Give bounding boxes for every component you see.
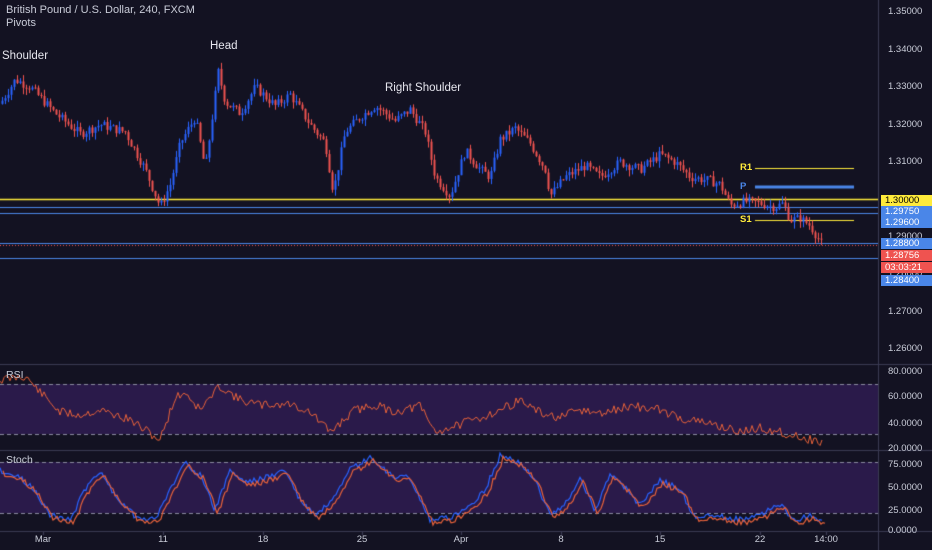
level-badge-1-28400: 1.28400	[881, 275, 932, 286]
price-tick: 1.28000	[888, 268, 923, 279]
rsi-tick: 80.0000	[888, 366, 923, 377]
bar-countdown-badge: 03:03:21	[881, 262, 932, 273]
price-tick: 1.35000	[888, 6, 923, 17]
time-tick: 11	[158, 534, 168, 545]
symbol-title[interactable]: British Pound / U.S. Dollar, 240, FXCM	[6, 4, 195, 16]
price-tick: 1.26000	[888, 343, 923, 354]
chart-header: British Pound / U.S. Dollar, 240, FXCM P…	[6, 4, 195, 30]
level-badge-1-28800: 1.28800	[881, 238, 932, 249]
rsi-tick: 20.0000	[888, 443, 923, 454]
price-tick: 1.32000	[888, 119, 923, 130]
annotation-shoulder[interactable]: Shoulder	[2, 50, 49, 62]
time-tick: Apr	[453, 534, 469, 545]
rsi-tick: 40.0000	[888, 418, 923, 429]
pivot-s1-label: S1	[740, 214, 752, 225]
pivot-r1-label: R1	[740, 162, 753, 173]
level-badge-1-29600: 1.29600	[881, 217, 932, 228]
time-tick: 18	[257, 534, 269, 545]
stoch-tick: 50.0000	[888, 482, 923, 493]
stoch-tick: 75.0000	[888, 459, 923, 470]
rsi-tick: 60.0000	[888, 391, 923, 402]
time-tick: 15	[654, 534, 666, 545]
indicator-name[interactable]: Pivots	[6, 17, 36, 29]
price-tick: 1.33000	[888, 81, 923, 92]
level-badge-1-30000: 1.30000	[881, 195, 932, 206]
annotation-head[interactable]: Head	[210, 40, 238, 52]
price-tick: 1.27000	[888, 306, 923, 317]
rsi-pane-label[interactable]: RSI	[6, 369, 24, 381]
pivot-p-label: P	[740, 181, 747, 192]
time-tick: Mar	[34, 534, 52, 545]
level-badge-1-29750: 1.29750	[881, 206, 932, 217]
price-tick: 1.34000	[888, 44, 923, 55]
price-tick: 1.29000	[888, 231, 923, 242]
stoch-pane-label[interactable]: Stoch	[6, 454, 33, 466]
last-price-badge: 1.28756	[881, 250, 932, 261]
time-tick: 22	[754, 534, 766, 545]
stoch-tick: 0.0000	[888, 525, 918, 536]
stoch-tick: 25.0000	[888, 505, 923, 516]
time-tick: 8	[558, 534, 564, 545]
annotation-right-shoulder[interactable]: Right Shoulder	[385, 82, 462, 94]
time-tick: 14:00	[814, 534, 838, 545]
price-tick: 1.31000	[888, 156, 923, 167]
time-tick: 25	[356, 534, 368, 545]
